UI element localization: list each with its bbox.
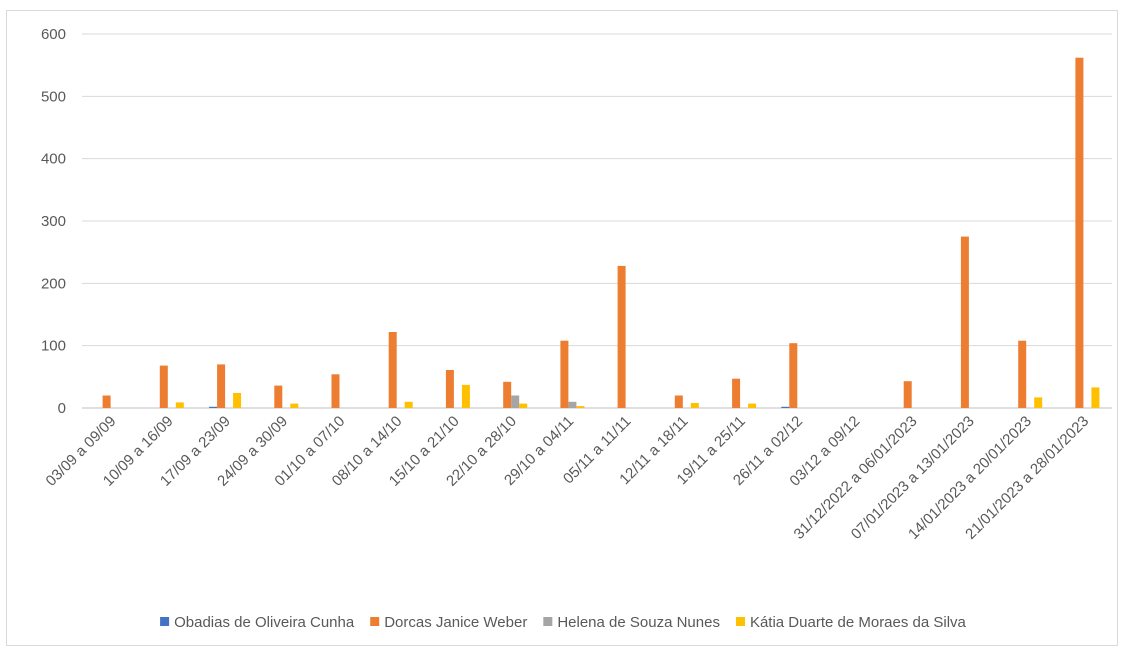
- legend-label: Helena de Souza Nunes: [557, 614, 720, 631]
- legend-swatch: [543, 617, 553, 626]
- bar: [781, 406, 790, 408]
- legend: Obadias de Oliveira Cunha Dorcas Janice W…: [160, 614, 967, 631]
- bar: [576, 406, 585, 408]
- bar: [511, 395, 520, 408]
- bar: [217, 364, 226, 408]
- bar: [690, 403, 699, 408]
- bar: [175, 402, 184, 408]
- bar: [732, 378, 741, 408]
- y-tick-label: 100: [41, 338, 66, 355]
- bar: [461, 384, 470, 408]
- bar: [503, 381, 512, 408]
- bar: [1091, 387, 1100, 408]
- bars: [102, 57, 1100, 408]
- bar: [748, 403, 757, 408]
- bar: [1018, 340, 1027, 408]
- bar: [102, 395, 111, 408]
- legend-label: Dorcas Janice Weber: [384, 614, 527, 631]
- bar: [233, 393, 242, 408]
- bar: [568, 401, 577, 408]
- bar: [617, 265, 626, 408]
- legend-swatch: [160, 617, 170, 626]
- bar: [290, 403, 299, 408]
- y-tick-label: 200: [41, 275, 66, 292]
- y-tick-label: 0: [58, 400, 66, 417]
- bar: [159, 365, 168, 408]
- gridlines: [82, 33, 1112, 409]
- bar: [388, 332, 397, 408]
- y-axis-ticks: 0 100 200 300 400 500 600: [41, 26, 66, 417]
- bar: [404, 401, 413, 408]
- y-tick-label: 600: [41, 26, 66, 43]
- bar: [1034, 397, 1043, 408]
- bar: [903, 381, 912, 408]
- bar: [445, 370, 454, 408]
- bar: [209, 406, 218, 408]
- legend-label: Obadias de Oliveira Cunha: [174, 614, 355, 631]
- legend-swatch: [370, 617, 380, 626]
- y-tick-label: 500: [41, 88, 66, 105]
- bar: [274, 385, 283, 408]
- legend-label: Kátia Duarte de Moraes da Silva: [750, 614, 967, 631]
- bar: [560, 340, 569, 408]
- bar: [960, 236, 969, 408]
- y-tick-label: 300: [41, 213, 66, 230]
- bar: [1075, 57, 1084, 408]
- legend-swatch: [735, 617, 745, 626]
- bar: [519, 403, 528, 408]
- bar: [674, 395, 683, 408]
- bar: [789, 343, 798, 408]
- y-tick-label: 400: [41, 151, 66, 168]
- chart-frame: [6, 10, 1118, 646]
- bar: [331, 374, 340, 408]
